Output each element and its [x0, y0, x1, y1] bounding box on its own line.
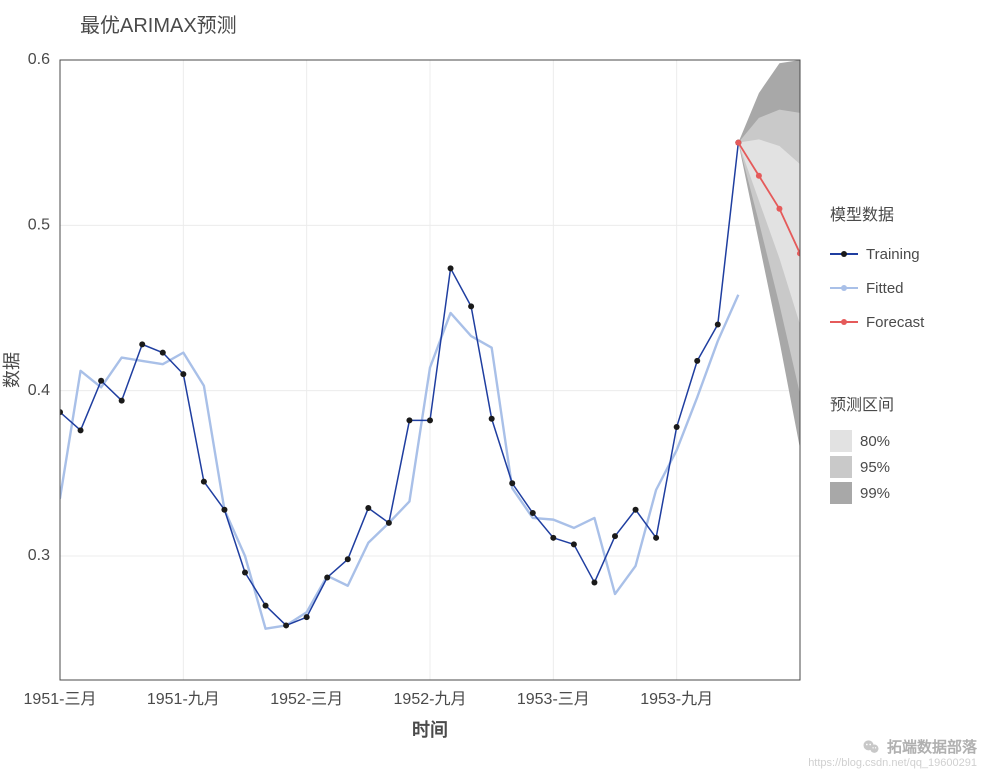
x-tick-label: 1952-九月 [394, 690, 467, 708]
legend-marker [841, 319, 847, 325]
x-tick-label: 1953-九月 [640, 690, 713, 708]
legend-item-label: 80% [860, 433, 890, 450]
legend-swatch [830, 482, 852, 504]
wechat-icon [861, 737, 881, 757]
legend-item-label: 99% [860, 485, 890, 502]
legend-swatch [830, 456, 852, 478]
x-tick-label: 1953-三月 [517, 691, 590, 708]
y-tick-label: 0.4 [28, 382, 50, 399]
legend-marker [841, 285, 847, 291]
legend-item-label: Forecast [866, 314, 925, 331]
x-tick-label: 1951-三月 [24, 691, 97, 708]
y-axis-label: 数据 [2, 352, 22, 388]
watermark-text: 拓端数据部落 [887, 736, 977, 757]
x-tick-label: 1952-三月 [270, 691, 343, 708]
watermark: 拓端数据部落 https://blog.csdn.net/qq_19600291 [808, 736, 977, 769]
watermark-url: https://blog.csdn.net/qq_19600291 [808, 757, 977, 769]
x-axis-label: 时间 [412, 720, 448, 740]
y-tick-label: 0.5 [28, 217, 50, 234]
y-tick-label: 0.3 [28, 547, 50, 564]
chart-title: 最优ARIMAX预测 [80, 14, 237, 37]
y-tick-label: 0.6 [28, 51, 50, 68]
legend-item-label: 95% [860, 459, 890, 476]
arimax-forecast-chart: 0.3 0.4 0.5 0.6 1951-三月 1951-九月 1952-三月 1952-九月… [0, 0, 997, 777]
legend-series-title: 模型数据 [830, 206, 894, 224]
legend-marker [841, 251, 847, 257]
legend-item-label: Fitted [866, 280, 904, 297]
legend-item-label: Training [866, 246, 920, 263]
legend-swatch [830, 430, 852, 452]
legend-intervals-title: 预测区间 [830, 396, 894, 414]
x-tick-label: 1951-九月 [147, 690, 220, 708]
